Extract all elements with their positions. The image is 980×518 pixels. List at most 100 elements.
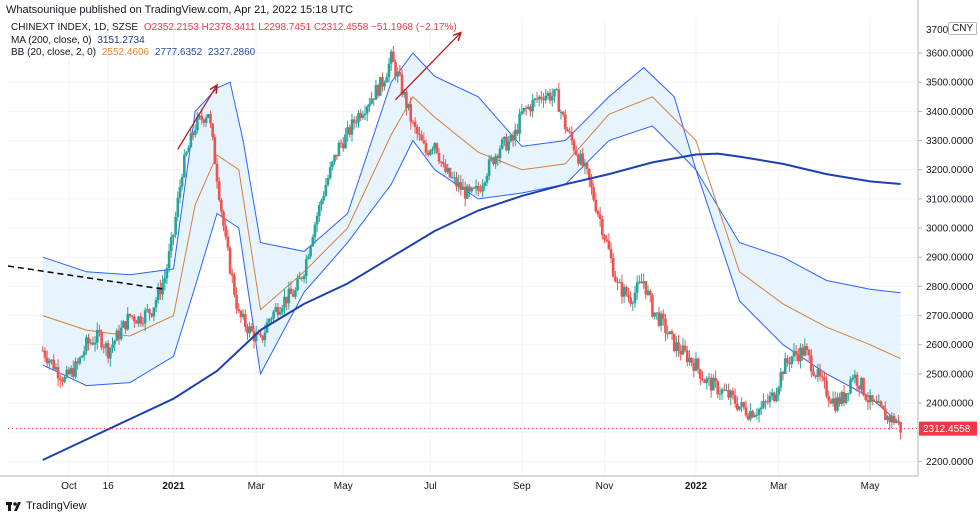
candle-body [278, 311, 282, 315]
candle-body [307, 256, 310, 259]
candle-body [257, 333, 260, 335]
candle-body [513, 129, 517, 141]
ma200-line [42, 152, 901, 461]
candle-body [688, 357, 691, 363]
candle-body [281, 307, 284, 312]
candle-body [241, 313, 245, 318]
candle-body [485, 175, 489, 183]
x-tick-label: Nov [596, 481, 614, 492]
y-tick-label: 2600.0000 [926, 340, 974, 351]
candle-body [63, 376, 66, 382]
candle-body [315, 216, 319, 225]
candle-body [109, 348, 112, 359]
candle-body [505, 136, 508, 151]
candle-body [531, 100, 534, 112]
x-tick-label: May [334, 481, 353, 492]
candle-body [594, 199, 598, 212]
candle-body [877, 401, 881, 404]
candle-body [222, 211, 225, 226]
candle-body [352, 119, 356, 123]
candle-body [583, 162, 587, 167]
candle-body [807, 350, 811, 356]
candle-body [714, 377, 717, 382]
candle-body [409, 104, 413, 122]
candle-body [727, 389, 730, 398]
candle-body [616, 281, 619, 283]
candle-body [56, 367, 60, 379]
candle-body [93, 342, 97, 345]
candle-body [812, 371, 815, 376]
candle-body [426, 152, 430, 155]
candle-body [596, 211, 600, 215]
candle-body [418, 133, 421, 136]
candle-body [385, 77, 389, 83]
candle-body [788, 362, 791, 365]
candle-body [283, 296, 286, 308]
candle-body [685, 350, 689, 363]
candle-body [113, 340, 116, 345]
candle-body [392, 51, 395, 63]
candle-body [825, 380, 828, 397]
candle-body [230, 273, 234, 276]
x-tick-label: Oct [61, 481, 77, 492]
candle-body [664, 318, 667, 334]
candle-body [598, 214, 602, 220]
candle-body [243, 313, 247, 327]
candle-body [738, 406, 741, 410]
tradingview-brand: TradingView [26, 500, 87, 512]
candle-body [368, 103, 371, 107]
candle-body [629, 297, 632, 304]
candle-body [405, 91, 408, 109]
candle-body [350, 119, 354, 135]
candle-body [174, 216, 177, 235]
candle-body [866, 399, 870, 403]
candle-body [80, 355, 84, 358]
candle-body [614, 276, 617, 282]
x-tick-label: 2021 [162, 481, 185, 492]
candle-body [398, 72, 402, 75]
candle-body [590, 180, 593, 188]
candle-body [152, 307, 156, 317]
candle-body [348, 127, 352, 135]
candle-body [540, 96, 543, 100]
candle-body [601, 219, 604, 236]
candle-body [853, 374, 857, 378]
legend-bb-upper: 2777.6352 [154, 47, 203, 58]
candle-body [572, 140, 576, 151]
candle-body [466, 186, 469, 199]
candle-body [527, 106, 530, 109]
currency-badge[interactable]: CNY [948, 22, 978, 35]
candle-body [694, 358, 698, 371]
candle-body [261, 335, 265, 341]
candle-body [302, 275, 306, 279]
candle-body [655, 312, 659, 314]
candle-body [509, 134, 513, 142]
candle-body [707, 377, 711, 379]
candle-body [333, 154, 336, 162]
candle-body [692, 362, 696, 371]
candle-body [564, 114, 567, 130]
x-tick-label: 16 [103, 481, 115, 492]
candle-body [661, 313, 665, 319]
candle-body [644, 281, 648, 295]
candle-body [76, 361, 79, 364]
legend-ma-row[interactable]: MA (200, close, 0) 3151.2734 [11, 35, 148, 47]
candle-body [709, 377, 713, 391]
candle-body [516, 129, 519, 134]
candle-body [126, 313, 130, 330]
y-tick-label: 3200.0000 [926, 165, 974, 176]
candle-body [156, 287, 160, 300]
candlestick-series [41, 45, 902, 440]
candle-body [498, 148, 502, 159]
candle-body [313, 224, 317, 238]
candle-body [124, 321, 127, 330]
candle-body [100, 332, 103, 348]
candle-body [635, 282, 639, 293]
candle-body [455, 177, 458, 187]
candle-body [622, 287, 626, 297]
candle-body [298, 277, 302, 280]
legend-bb-row[interactable]: BB (20, close, 2, 0) 2552.4606 2777.6352… [11, 47, 258, 59]
footer-brand[interactable]: TradingView [6, 500, 87, 512]
candle-body [642, 281, 645, 284]
